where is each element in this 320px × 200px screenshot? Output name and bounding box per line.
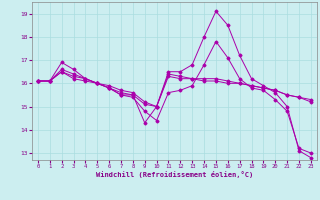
X-axis label: Windchill (Refroidissement éolien,°C): Windchill (Refroidissement éolien,°C) — [96, 171, 253, 178]
